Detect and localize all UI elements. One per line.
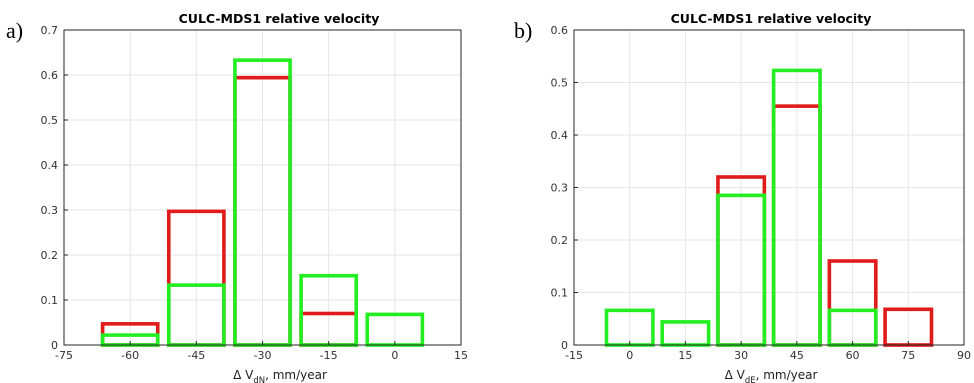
panel-label-a: a) — [6, 18, 23, 43]
x-tick-label: 90 — [957, 349, 971, 362]
grid-b — [574, 29, 964, 345]
axes-a — [63, 29, 462, 346]
axes-box-a — [63, 29, 462, 346]
axes-b — [573, 29, 965, 346]
x-axis-label-sub-b: dE — [745, 376, 756, 383]
panel-label-b: b) — [514, 18, 532, 43]
y-tick-label: 0 — [51, 339, 58, 352]
y-tick-label: 0.1 — [551, 287, 569, 300]
y-tick-label: 0.6 — [41, 69, 59, 82]
x-tick-label: 15 — [454, 349, 468, 362]
y-tick-label: 0.3 — [551, 182, 569, 195]
bars-b — [604, 68, 934, 347]
y-tick-label: 0.5 — [41, 114, 59, 127]
x-tick-label: -15 — [565, 349, 583, 362]
x-tick-label: 0 — [391, 349, 398, 362]
x-axis-label-main-b: Δ V — [725, 368, 746, 382]
x-axis-label-tail-a: , mm/year — [265, 368, 327, 382]
x-tick-label: 45 — [790, 349, 804, 362]
x-axis-label-b: Δ VdE, mm/year — [725, 368, 818, 383]
x-axis-label-a: Δ VdN, mm/year — [233, 368, 327, 383]
x-tick-label: -45 — [187, 349, 205, 362]
y-tick-label: 0.4 — [551, 129, 569, 142]
x-axis-label-tail-b: , mm/year — [756, 368, 818, 382]
x-tick-label: -75 — [55, 349, 73, 362]
y-tick-label: 0.1 — [41, 294, 59, 307]
axes-box-b — [573, 29, 965, 346]
x-axis-label-sub-a: dN — [253, 376, 265, 383]
chart-panel-b: b) CULC-MDS1 relative velocity -15 0 15 30 4… — [514, 11, 971, 383]
x-axis-label-main-a: Δ V — [233, 368, 254, 382]
x-tick-label: 15 — [678, 349, 692, 362]
y-tick-label: 0.2 — [41, 249, 59, 262]
y-tick-label: 0.3 — [41, 204, 59, 217]
chart-title-b: CULC-MDS1 relative velocity — [671, 11, 872, 26]
y-tick-label: 0.2 — [551, 234, 569, 247]
x-tick-label: 0 — [626, 349, 633, 362]
ticks-a: -75 -60 -45 -30 -15 0 15 0 0.1 0.2 0.3 0.4 0.5 0.6 0.7 — [41, 24, 469, 362]
x-tick-label: 75 — [901, 349, 915, 362]
x-tick-label: 30 — [734, 349, 748, 362]
x-tick-label: -30 — [254, 349, 272, 362]
x-tick-label: 60 — [846, 349, 860, 362]
y-tick-label: 0.7 — [41, 24, 59, 37]
y-tick-label: 0.4 — [41, 159, 59, 172]
x-tick-label: -15 — [320, 349, 338, 362]
chart-panel-a: a) CULC-MDS1 relative velocity -75 -60 -45… — [6, 11, 468, 383]
y-tick-label: 0.5 — [551, 77, 569, 90]
y-tick-label: 0 — [561, 339, 568, 352]
chart-title-a: CULC-MDS1 relative velocity — [179, 11, 380, 26]
x-tick-label: -60 — [121, 349, 139, 362]
y-tick-label: 0.6 — [551, 24, 569, 37]
